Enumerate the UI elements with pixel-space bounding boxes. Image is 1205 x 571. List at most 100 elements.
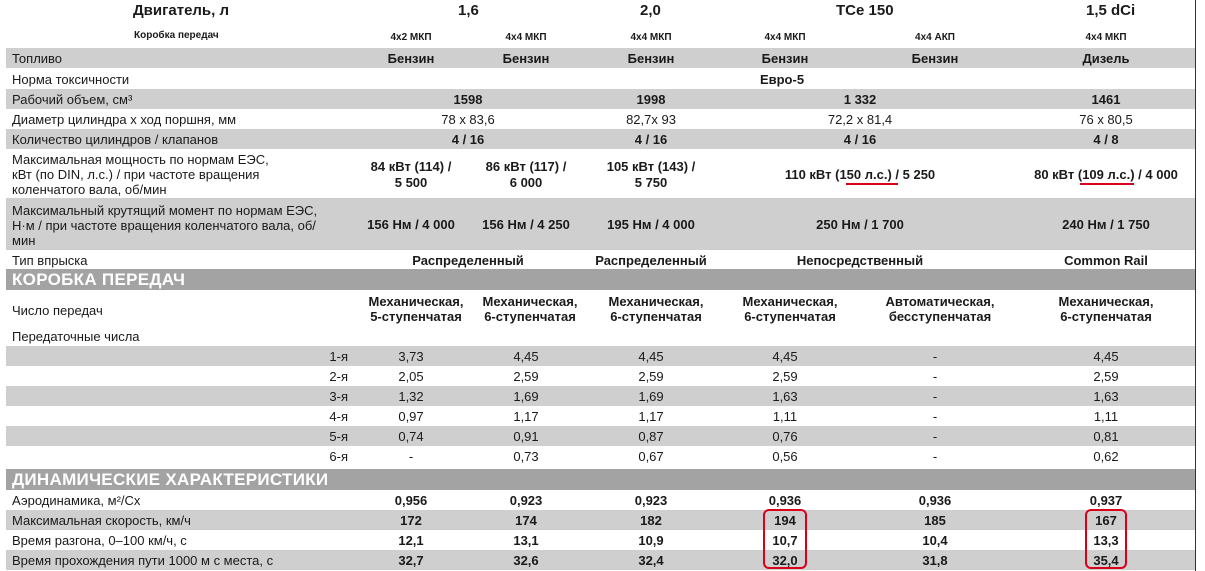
- row-label-line: Максимальный крутящий момент по нормам Е…: [12, 203, 318, 218]
- cell: 76 x 80,5: [1079, 112, 1133, 127]
- cell: 156 Нм / 4 250: [482, 217, 570, 232]
- cell: 4,45: [1093, 349, 1119, 364]
- row-label: Время разгона, 0–100 км/ч, с: [12, 533, 187, 548]
- row-label-line: мин: [12, 233, 36, 248]
- ratio-row-2: 2-я 2,05 2,59 2,59 2,59 - 2,59: [6, 366, 1196, 386]
- cell: 1,17: [638, 409, 664, 424]
- cell: 0,956: [394, 493, 428, 508]
- cell: Непосредственный: [796, 253, 924, 268]
- cell: Common Rail: [1064, 253, 1148, 268]
- row-label: Число передач: [12, 303, 103, 318]
- row-label: Передаточные числа: [12, 329, 140, 344]
- cell: 35,4: [1093, 553, 1119, 568]
- row-volume: Рабочий объем, см³ 1598 1998 1 332 1461: [6, 89, 1196, 109]
- row-injection: Тип впрыска Распределенный Распределенны…: [6, 250, 1196, 269]
- ratio-row-3: 3-я 1,32 1,69 1,69 1,63 - 1,63: [6, 386, 1196, 406]
- cell: Механическая,: [742, 294, 838, 309]
- row-cylinders: Количество цилиндров / клапанов 4 / 16 4…: [6, 129, 1196, 149]
- cell: 6-ступенчатая: [1060, 309, 1152, 324]
- cell: -: [932, 389, 938, 404]
- cell: 6-ступенчатая: [744, 309, 836, 324]
- engine-tce150: TCe 150: [836, 2, 894, 19]
- row-label: Топливо: [12, 51, 63, 66]
- cell-dci-power: 80 кВт (109 л.с.) / 4 000: [1034, 167, 1178, 182]
- cell: 4 / 16: [843, 132, 877, 147]
- row-label-line: Максимальная мощность по нормам ЕЭС,: [12, 152, 269, 167]
- cell-part: ) / 4 000: [1130, 167, 1178, 182]
- cell: 4,45: [638, 349, 664, 364]
- underline-hp-150: [846, 183, 898, 185]
- cell: 12,1: [398, 533, 424, 548]
- cell: -: [932, 449, 938, 464]
- cell: Механическая,: [1058, 294, 1154, 309]
- cell: 1,63: [1093, 389, 1119, 404]
- cell: 240 Нм / 1 750: [1062, 217, 1150, 232]
- gearbox-label: Коробка передач: [134, 30, 219, 41]
- cell: 1 332: [843, 92, 877, 107]
- cell: 1,69: [638, 389, 664, 404]
- cell: 13,1: [513, 533, 539, 548]
- row-power: Максимальная мощность по нормам ЕЭС, кВт…: [6, 149, 1196, 198]
- cell: 1,32: [398, 389, 424, 404]
- cell: 5 500: [394, 175, 428, 190]
- cell: Евро-5: [759, 72, 805, 87]
- cell: -: [932, 369, 938, 384]
- cell: 0,923: [509, 493, 543, 508]
- cell: 78 x 83,6: [441, 112, 495, 127]
- row-label: Диаметр цилиндра х ход поршня, мм: [12, 112, 237, 127]
- section-dynamics: ДИНАМИЧЕСКИЕ ХАРАКТЕРИСТИКИ: [6, 469, 1196, 490]
- gearbox-col-2: 4x4 МКП: [505, 32, 547, 43]
- cell: 4 / 16: [634, 132, 668, 147]
- cell: 1,11: [1093, 409, 1119, 424]
- cell: Механическая,: [482, 294, 578, 309]
- cell: 2,05: [398, 369, 424, 384]
- cell-tce-power: 110 кВт (150 л.с.) / 5 250: [785, 167, 935, 182]
- row-label: Аэродинамика, м²/Сх: [12, 493, 141, 508]
- cell: 13,3: [1093, 533, 1119, 548]
- row-label-line: Н·м / при частоте вращения коленчатого в…: [12, 218, 316, 233]
- highlight-hp-150: 150 л.с.: [839, 167, 888, 182]
- row-label: Время прохождения пути 1000 м с места, с: [12, 553, 274, 568]
- cell: 174: [515, 513, 537, 528]
- row-label: Максимальная скорость, км/ч: [12, 513, 191, 528]
- cell: 194: [774, 513, 796, 528]
- cell: 4,45: [772, 349, 798, 364]
- cell: -: [932, 349, 938, 364]
- cell: 10,9: [638, 533, 664, 548]
- cell: -: [408, 449, 414, 464]
- cell-part: 80 кВт (: [1034, 167, 1083, 182]
- cell: 32,4: [638, 553, 664, 568]
- dyn-row-speed: Максимальная скорость, км/ч 172 174 182 …: [6, 510, 1196, 530]
- row-fuel: Топливо Бензин Бензин Бензин Бензин Бенз…: [6, 48, 1196, 68]
- gear-label: 1-я: [329, 349, 348, 364]
- row-torque: Максимальный крутящий момент по нормам Е…: [6, 198, 1196, 250]
- dyn-row-accel: Время разгона, 0–100 км/ч, с 12,1 13,1 1…: [6, 530, 1196, 550]
- row-label: Норма токсичности: [12, 72, 130, 87]
- cell: Автоматическая,: [885, 294, 995, 309]
- cell: Бензин: [502, 51, 550, 66]
- cell: 84 кВт (114) /: [370, 159, 452, 174]
- gear-label: 5-я: [329, 429, 348, 444]
- cell: 172: [400, 513, 422, 528]
- cell: 6-ступенчатая: [484, 309, 576, 324]
- cell: Бензин: [911, 51, 959, 66]
- engine-2-0: 2,0: [640, 2, 661, 19]
- cell: 2,59: [638, 369, 664, 384]
- cell-part: 110 кВт (: [784, 167, 840, 182]
- cell: 72,2 x 81,4: [827, 112, 893, 127]
- cell: 32,7: [398, 553, 424, 568]
- cell: 0,56: [772, 449, 798, 464]
- cell-part: ) / 5 250: [887, 167, 936, 182]
- cell: 6-ступенчатая: [610, 309, 702, 324]
- cell: 5 750: [634, 175, 668, 190]
- cell: Механическая,: [608, 294, 704, 309]
- cell: 32,0: [772, 553, 798, 568]
- gear-label: 4-я: [329, 409, 348, 424]
- cell: 0,87: [638, 429, 664, 444]
- cell: 0,62: [1093, 449, 1119, 464]
- cell: бесступенчатая: [888, 309, 992, 324]
- cell: 0,936: [768, 493, 802, 508]
- cell: 3,73: [398, 349, 424, 364]
- engine-1-6: 1,6: [458, 2, 479, 19]
- cell: 195 Нм / 4 000: [607, 217, 695, 232]
